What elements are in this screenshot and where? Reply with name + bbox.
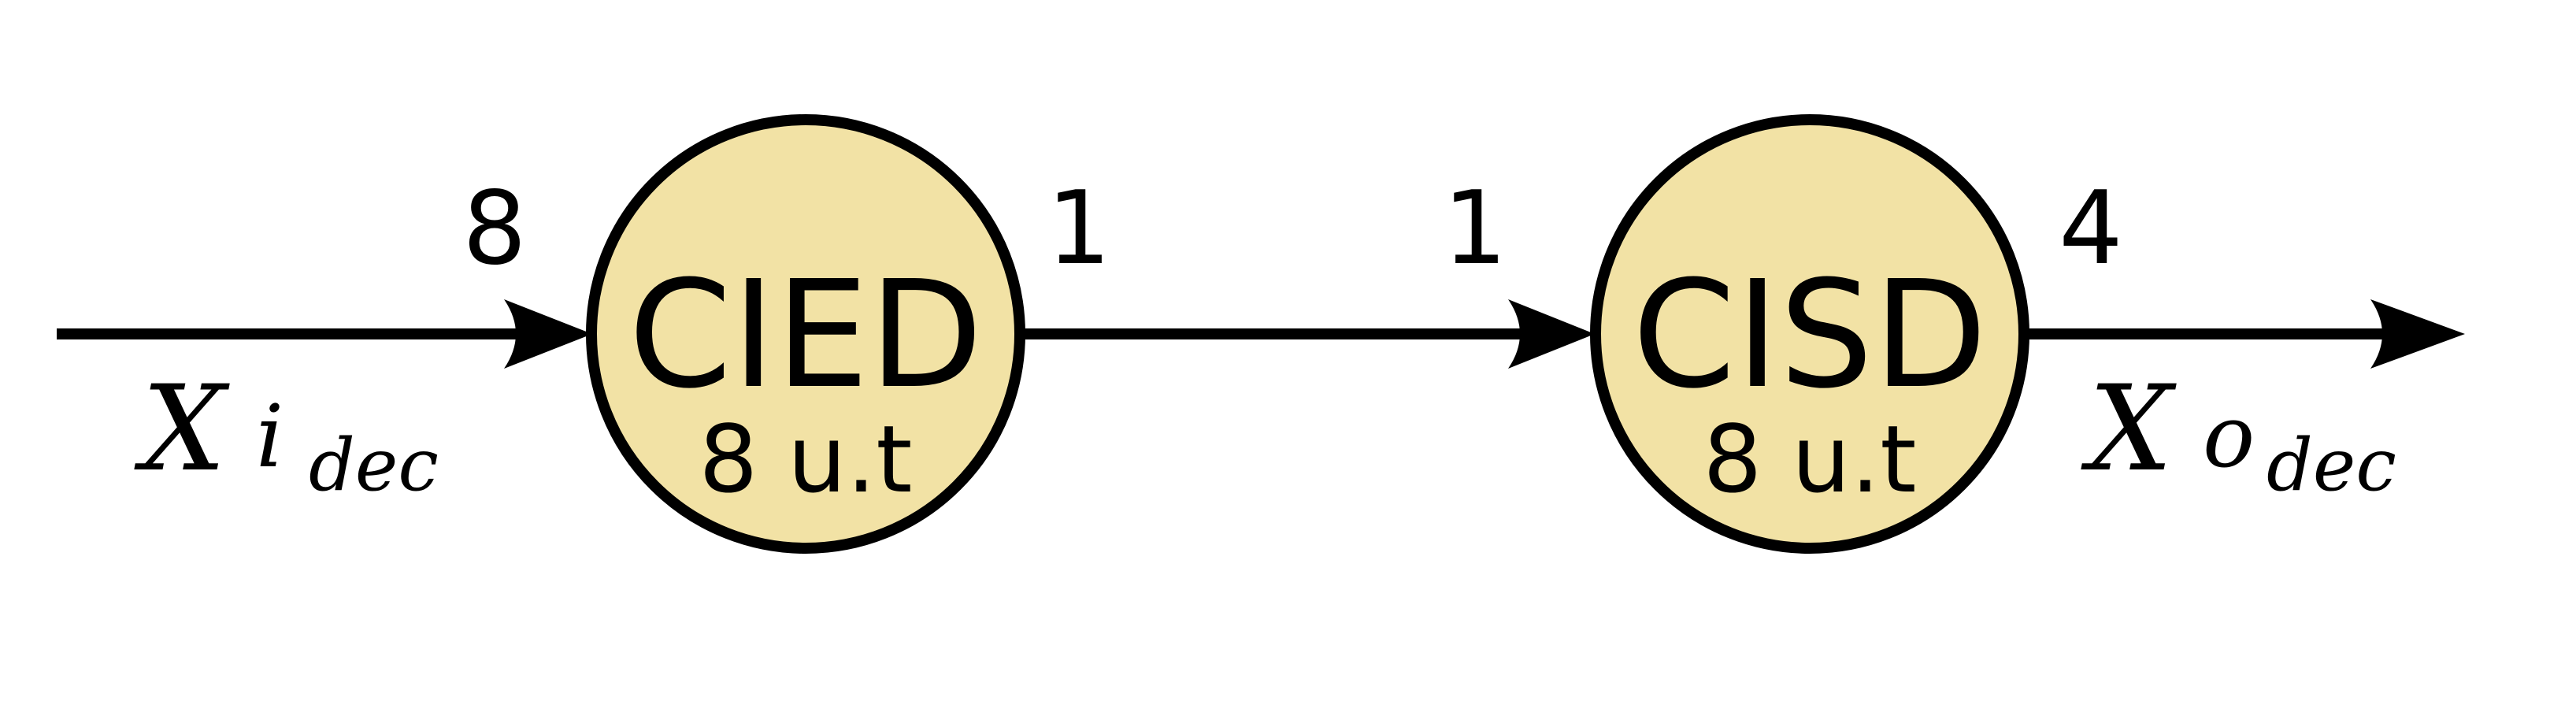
output-signal-main: X	[2081, 361, 2177, 498]
rate-cisd-in: 1	[1443, 170, 1507, 287]
node-cied: CIED 8 u.t	[586, 114, 1025, 554]
rate-cied-out: 1	[1047, 170, 1110, 287]
node-cisd: CISD 8 u.t	[1590, 114, 2029, 554]
node-cisd-name: CISD	[1633, 249, 1988, 421]
node-cied-circle	[586, 114, 1025, 554]
middle-edge	[1021, 299, 1595, 369]
input-signal-main: X	[134, 361, 230, 498]
input-signal-label: X i dec	[134, 361, 439, 507]
output-signal-label: X o dec	[2081, 361, 2396, 507]
input-signal-sub: dec	[309, 423, 439, 507]
input-arrowhead-icon	[504, 299, 592, 369]
output-arrowhead-icon	[2370, 299, 2465, 369]
input-edge	[57, 299, 592, 369]
output-signal-sub: dec	[2267, 423, 2396, 507]
middle-arrowhead-icon	[1508, 299, 1595, 369]
output-edge	[2026, 299, 2465, 369]
output-signal-letter: o	[2203, 386, 2255, 487]
input-signal-letter: i	[256, 386, 284, 487]
node-cied-name: CIED	[628, 249, 983, 421]
node-cied-time: 8 u.t	[699, 405, 912, 514]
node-cisd-time: 8 u.t	[1703, 405, 1916, 514]
rate-cied-in: 8	[462, 170, 526, 287]
rate-cisd-out: 4	[2059, 170, 2122, 287]
node-cisd-circle	[1590, 114, 2029, 554]
